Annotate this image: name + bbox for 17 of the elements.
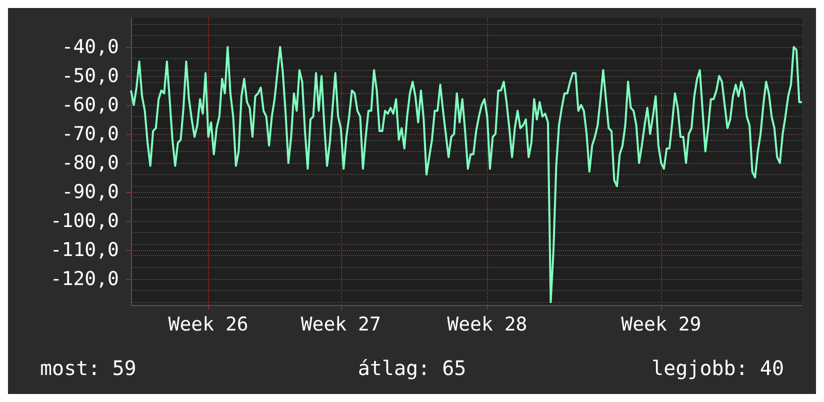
y-tick-label: -40,0 — [62, 36, 119, 58]
y-tick-label: -120,0 — [50, 268, 119, 290]
x-tick-label: Week 26 — [168, 314, 248, 336]
y-tick-label: -100,0 — [50, 210, 119, 232]
y-tick-label: -90,0 — [62, 180, 119, 203]
y-tick-label: -60,0 — [62, 94, 119, 116]
y-tick-label: -80,0 — [62, 152, 119, 174]
text: átlag: 65 — [358, 356, 466, 380]
x-tick-label: Week 29 — [621, 314, 702, 336]
x-tick-label: Week 28 — [447, 314, 528, 336]
y-tick-label: -110,0 — [50, 238, 119, 261]
x-tick-label: Week 27 — [300, 314, 381, 336]
text: most: 59 — [40, 356, 136, 380]
text: legjobb: 40 — [652, 356, 784, 380]
y-tick-label: -50,0 — [62, 64, 119, 87]
line-series — [130, 46, 803, 304]
y-tick-label: -70,0 — [62, 122, 119, 145]
